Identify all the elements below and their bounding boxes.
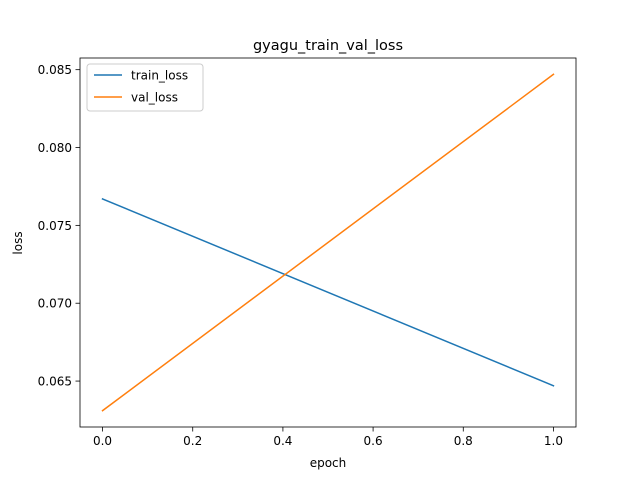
- y-tick-label: 0.070: [38, 297, 72, 311]
- series-line-train-loss: [101, 197, 555, 387]
- x-axis-ticks: 0.0 0.2 0.4 0.6 0.8 1.0: [93, 427, 563, 448]
- y-tick-label: 0.065: [38, 375, 72, 389]
- legend: train_loss val_loss: [86, 63, 204, 112]
- y-tick-label: 0.080: [38, 141, 72, 155]
- x-tick-label: 1.0: [544, 434, 563, 448]
- y-axis-ticks: 0.065 0.070 0.075 0.080 0.085: [38, 63, 80, 389]
- x-tick-label: 0.4: [273, 434, 292, 448]
- series-layer: [101, 73, 555, 412]
- y-tick-label: 0.085: [38, 63, 72, 77]
- legend-val-loss-label: val_loss: [131, 91, 178, 105]
- chart-title: gyagu_train_val_loss: [253, 38, 403, 54]
- legend-train-loss-label: train_loss: [131, 69, 188, 83]
- x-tick-label: 0.8: [454, 434, 473, 448]
- x-tick-label: 0.2: [183, 434, 202, 448]
- plot-area: [79, 57, 577, 428]
- series-line-val-loss: [101, 73, 555, 412]
- y-axis-label: loss: [11, 231, 25, 254]
- x-tick-label: 0.0: [93, 434, 112, 448]
- y-tick-label: 0.075: [38, 219, 72, 233]
- axes-frame: [79, 57, 577, 428]
- x-tick-label: 0.6: [364, 434, 383, 448]
- x-axis-label: epoch: [310, 456, 347, 470]
